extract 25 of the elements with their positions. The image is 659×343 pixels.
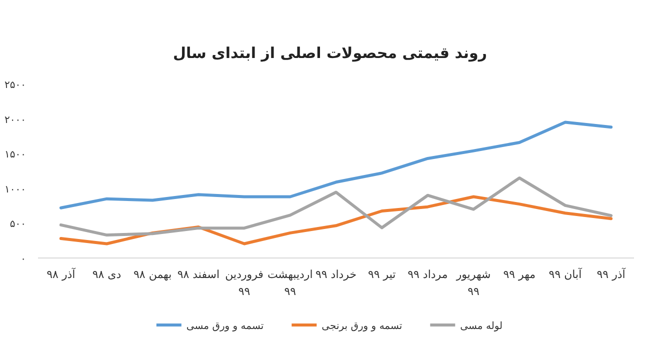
x-tick-label: آذر ۹۹ xyxy=(596,267,626,281)
x-tick-label: اردیبهشت ۹۹ xyxy=(267,268,313,298)
x-tick-label: فروردین ۹۹ xyxy=(225,268,264,298)
x-tick-label: آبان ۹۹ xyxy=(548,267,583,281)
x-tick-label: شهریور ۹۹ xyxy=(455,268,491,298)
x-tick-label: خرداد ۹۹ xyxy=(315,268,357,281)
y-tick-label: ۱۰۰۰ xyxy=(4,184,26,196)
y-tick-label: ۲۵۰۰ xyxy=(4,80,26,91)
line-series xyxy=(59,120,613,210)
chart-title: روند قیمتی محصولات اصلی از ابتدای سال xyxy=(173,44,487,62)
x-tick-label: اسفند ۹۸ xyxy=(177,268,220,281)
legend-label: لوله مسی xyxy=(460,321,503,332)
y-tick-label: ۰ xyxy=(20,254,26,265)
legend-label: تسمه و ورق برنجی xyxy=(322,321,402,332)
x-tick-label: تیر ۹۹ xyxy=(368,268,396,281)
line-series xyxy=(59,176,613,237)
x-tick-label: مهر ۹۹ xyxy=(503,268,536,281)
x-tick-label: دی ۹۸ xyxy=(92,268,122,281)
y-tick-label: ۲۰۰۰ xyxy=(4,114,26,126)
legend-label: تسمه و ورق مسی xyxy=(186,321,264,332)
x-tick-label: مرداد ۹۹ xyxy=(408,268,448,281)
y-tick-label: ۵۰۰ xyxy=(10,219,26,230)
x-tick-label: آذر ۹۸ xyxy=(46,267,76,281)
y-tick-label: ۱۵۰۰ xyxy=(4,150,26,161)
x-tick-label: بهمن ۹۸ xyxy=(134,268,172,281)
